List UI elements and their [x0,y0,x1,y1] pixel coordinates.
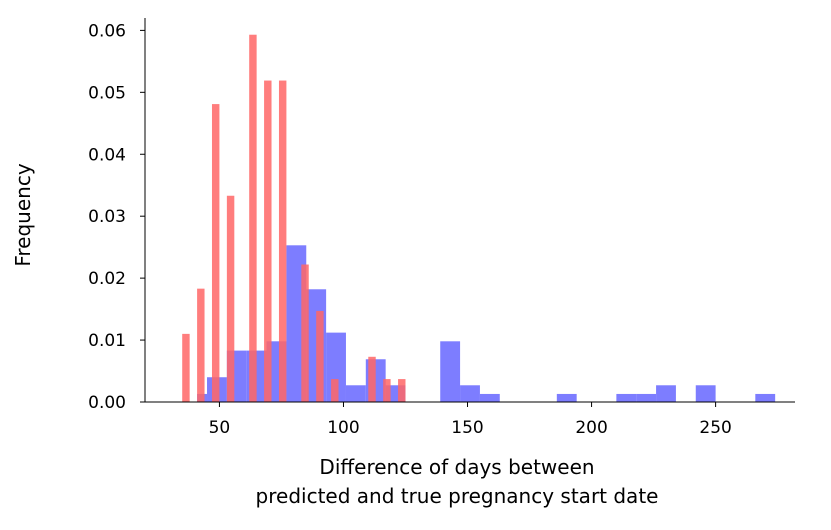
series-red-bars [182,34,406,403]
bar-red-8 [316,310,324,402]
bar-blue-19 [755,393,776,402]
bar-red-1 [197,288,205,402]
y-tick-label: 0.03 [88,207,126,227]
x-ticks: 50 100 150 200 250 [209,402,732,438]
bar-red-10 [368,356,376,402]
bar-blue-13 [479,393,500,402]
bar-blue-17 [656,385,676,402]
x-axis-title-line-1: Difference of days between [319,455,594,479]
x-axis-title-line-2: predicted and true pregnancy start date [256,484,659,508]
bar-blue-12 [460,385,480,402]
y-tick-label: 0.06 [88,21,126,41]
bar-red-4 [249,34,257,402]
y-tick-label: 0.04 [88,145,126,165]
bar-red-0 [182,333,190,402]
bar-blue-14 [556,393,577,402]
y-axis-title: Frequency [11,163,35,266]
x-tick-label: 100 [327,418,359,438]
bar-red-6 [278,80,287,403]
x-tick-label: 50 [209,418,231,438]
bar-blue-8 [345,385,366,402]
bar-red-12 [398,379,406,402]
y-tick-label: 0.05 [88,83,126,103]
bar-blue-18 [695,385,716,402]
bar-red-11 [383,379,391,402]
bar-blue-5 [286,245,307,402]
bar-red-5 [264,80,272,403]
y-tick-label: 0.02 [88,269,126,289]
bar-red-7 [301,264,309,402]
y-tick-label: 0.00 [88,393,126,413]
bar-blue-15 [616,393,637,402]
bar-red-3 [226,195,235,402]
bar-blue-16 [636,393,657,402]
bar-red-2 [211,104,220,402]
x-tick-label: 150 [451,418,483,438]
bar-red-9 [331,379,339,402]
x-tick-label: 200 [575,418,607,438]
y-ticks: 0.00 0.01 0.02 0.03 0.04 0.05 0.06 [88,21,145,413]
bar-blue-11 [440,341,461,402]
x-tick-label: 250 [699,418,731,438]
y-tick-label: 0.01 [88,331,126,351]
